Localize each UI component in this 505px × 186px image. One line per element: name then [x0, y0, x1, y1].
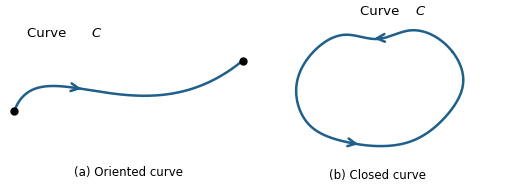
- Text: (a) Oriented curve: (a) Oriented curve: [74, 166, 182, 179]
- Text: (b) Closed curve: (b) Closed curve: [328, 169, 425, 182]
- Text: Curve: Curve: [27, 27, 70, 40]
- Text: C: C: [91, 27, 100, 40]
- Text: C: C: [414, 5, 424, 18]
- Text: Curve: Curve: [360, 5, 403, 18]
